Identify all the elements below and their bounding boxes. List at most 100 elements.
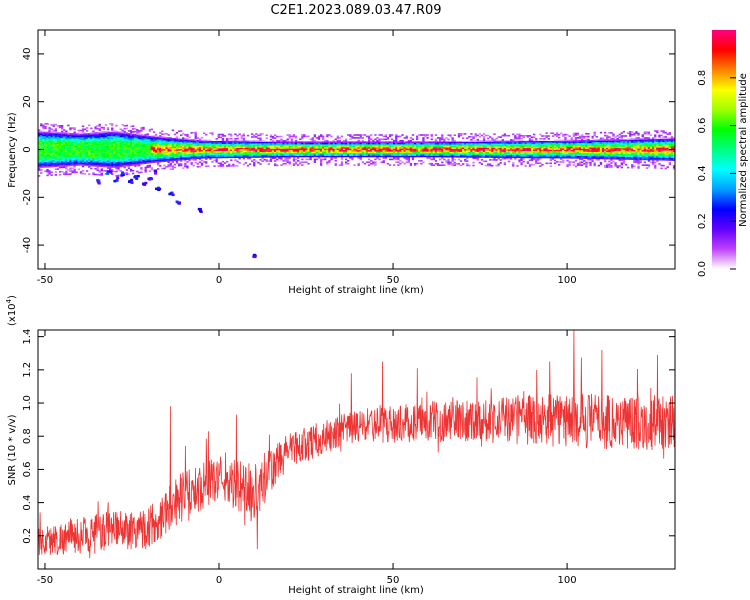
heatmap-cell	[184, 142, 187, 145]
heatmap-cell	[510, 157, 513, 160]
heatmap-cell	[311, 142, 314, 145]
heatmap-cell	[539, 156, 542, 159]
heatmap-cell	[301, 158, 304, 161]
heatmap-cell	[251, 133, 254, 135]
heatmap-cell	[52, 125, 55, 128]
heatmap-cell	[146, 166, 149, 168]
heatmap-cell	[468, 150, 471, 152]
heatmap-cell	[566, 142, 569, 145]
heatmap-cell	[81, 144, 85, 146]
heatmap-cell	[83, 151, 87, 154]
heatmap-cell	[230, 153, 233, 156]
heatmap-cell	[259, 156, 262, 158]
heatmap-cell	[309, 157, 312, 159]
heatmap-cell	[457, 150, 461, 152]
heatmap-cell	[157, 155, 160, 157]
heatmap-cell	[501, 153, 504, 156]
heatmap-cell	[184, 139, 187, 142]
heatmap-cell	[205, 151, 208, 153]
heatmap-cell	[259, 143, 262, 145]
heatmap-cell	[200, 154, 204, 156]
heatmap-cell	[46, 144, 49, 147]
heatmap-cell	[526, 152, 529, 154]
heatmap-cell	[169, 139, 172, 142]
heatmap-cell	[453, 161, 456, 164]
heatmap-cell	[301, 141, 304, 143]
heatmap-cell	[474, 151, 477, 154]
heatmap-cell	[69, 147, 72, 150]
heatmap-cell	[564, 145, 567, 147]
heatmap-cell	[547, 146, 550, 149]
heatmap-cell	[150, 157, 154, 159]
heatmap-cell	[478, 140, 481, 142]
heatmap-cell	[353, 150, 356, 152]
heatmap-cell	[576, 164, 580, 166]
heatmap-cell	[451, 140, 454, 142]
heatmap-cell	[284, 151, 287, 154]
heatmap-cell	[217, 145, 220, 147]
heatmap-cell	[290, 155, 293, 158]
heatmap-cell	[330, 145, 333, 148]
heatmap-cell	[171, 152, 174, 155]
heatmap-cell	[585, 164, 588, 167]
heatmap-cell	[324, 148, 327, 151]
heatmap-cell	[198, 138, 202, 141]
heatmap-cell	[436, 142, 440, 145]
heatmap-cell	[338, 137, 341, 139]
heatmap-cell	[585, 145, 588, 148]
heatmap-cell	[587, 158, 590, 161]
heatmap-cell	[182, 151, 185, 154]
heatmap-cell	[40, 136, 43, 138]
heatmap-cell	[113, 160, 116, 163]
heatmap-cell	[140, 160, 143, 162]
heatmap-cell	[159, 160, 162, 163]
heatmap-cell	[253, 163, 256, 165]
heatmap-cell	[173, 159, 177, 162]
heatmap-cell	[244, 146, 248, 148]
heatmap-cell	[493, 146, 496, 148]
heatmap-cell	[86, 134, 89, 136]
heatmap-cell	[232, 140, 235, 143]
heatmap-cell	[576, 155, 580, 158]
heatmap-cell	[196, 163, 199, 165]
heatmap-cell	[353, 141, 356, 143]
heatmap-cell	[399, 144, 402, 146]
heatmap-cell	[439, 152, 442, 155]
heatmap-cell	[142, 159, 145, 162]
heatmap-cell	[169, 136, 172, 139]
heatmap-cell	[190, 146, 193, 149]
heatmap-cell	[299, 155, 302, 158]
heatmap-cell	[71, 150, 74, 152]
heatmap-cell	[601, 151, 605, 154]
heatmap-cell	[349, 134, 352, 136]
heatmap-cell	[411, 144, 415, 146]
heatmap-cell	[428, 154, 431, 156]
heatmap-cell	[217, 155, 220, 157]
heatmap-cell	[267, 141, 270, 144]
heatmap-cell	[83, 141, 87, 143]
heatmap-cell	[507, 146, 511, 148]
heatmap-cell	[88, 147, 91, 149]
heatmap-cell	[38, 160, 41, 163]
heatmap-cell	[269, 150, 273, 152]
heatmap-cell	[146, 133, 149, 135]
heatmap-cell	[601, 141, 605, 144]
heatmap-cell	[382, 142, 385, 145]
heatmap-cell	[416, 154, 419, 156]
heatmap-cell	[155, 149, 158, 152]
heatmap-cell	[171, 165, 174, 167]
heatmap-cell	[499, 147, 502, 150]
heatmap-cell	[119, 148, 122, 151]
heatmap-cell	[395, 144, 398, 146]
heatmap-cell	[79, 171, 83, 173]
heatmap-cell	[83, 147, 87, 149]
heatmap-cell	[71, 140, 74, 142]
heatmap-cell	[591, 137, 594, 139]
heatmap-cell	[79, 149, 83, 152]
heatmap-cell	[102, 134, 105, 136]
heatmap-cell	[284, 157, 287, 159]
heatmap-cell	[595, 154, 598, 157]
heatmap-cell	[459, 156, 463, 158]
heatmap-cell	[81, 151, 85, 153]
heatmap-cell	[96, 142, 99, 144]
